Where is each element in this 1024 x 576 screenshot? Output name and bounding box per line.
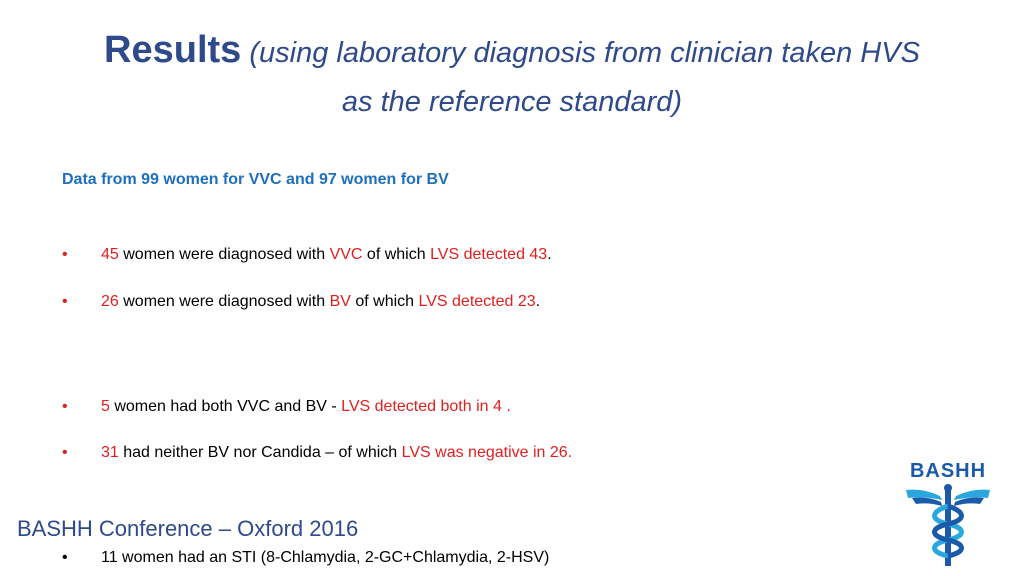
bullet-sti: • 11 women had an STI (8-Chlamydia, 2-GC+… — [62, 549, 550, 566]
title-subtitle-line1: (using laboratory diagnosis from clinici… — [241, 37, 920, 69]
bullet-icon: • — [62, 246, 68, 263]
title-subtitle-line2: as the reference standard) — [341, 86, 683, 118]
bullet-icon: • — [62, 549, 68, 566]
conference-footer: BASHH Conference – Oxford 2016 — [17, 516, 359, 541]
bullet-icon: • — [62, 444, 68, 461]
title-main: Results — [104, 29, 242, 71]
bullet-neither: • 31 had neither BV nor Candida – of whic… — [62, 444, 573, 461]
bullet-both: • 5 women had both VVC and BV - LVS detec… — [62, 398, 511, 415]
bullet-icon: • — [62, 398, 68, 415]
data-summary: Data from 99 women for VVC and 97 women … — [62, 171, 449, 188]
bashh-logo: BASHH — [900, 460, 996, 570]
bullet-vvc: • 45 women were diagnosed with VVC of whi… — [62, 246, 552, 263]
slide-title: Results (using laboratory diagnosis from… — [40, 28, 984, 129]
bullet-icon: • — [62, 293, 68, 310]
logo-text: BASHH — [909, 460, 987, 482]
caduceus-icon — [906, 484, 990, 566]
bullet-bv: • 26 women were diagnosed with BV of whic… — [62, 293, 541, 310]
